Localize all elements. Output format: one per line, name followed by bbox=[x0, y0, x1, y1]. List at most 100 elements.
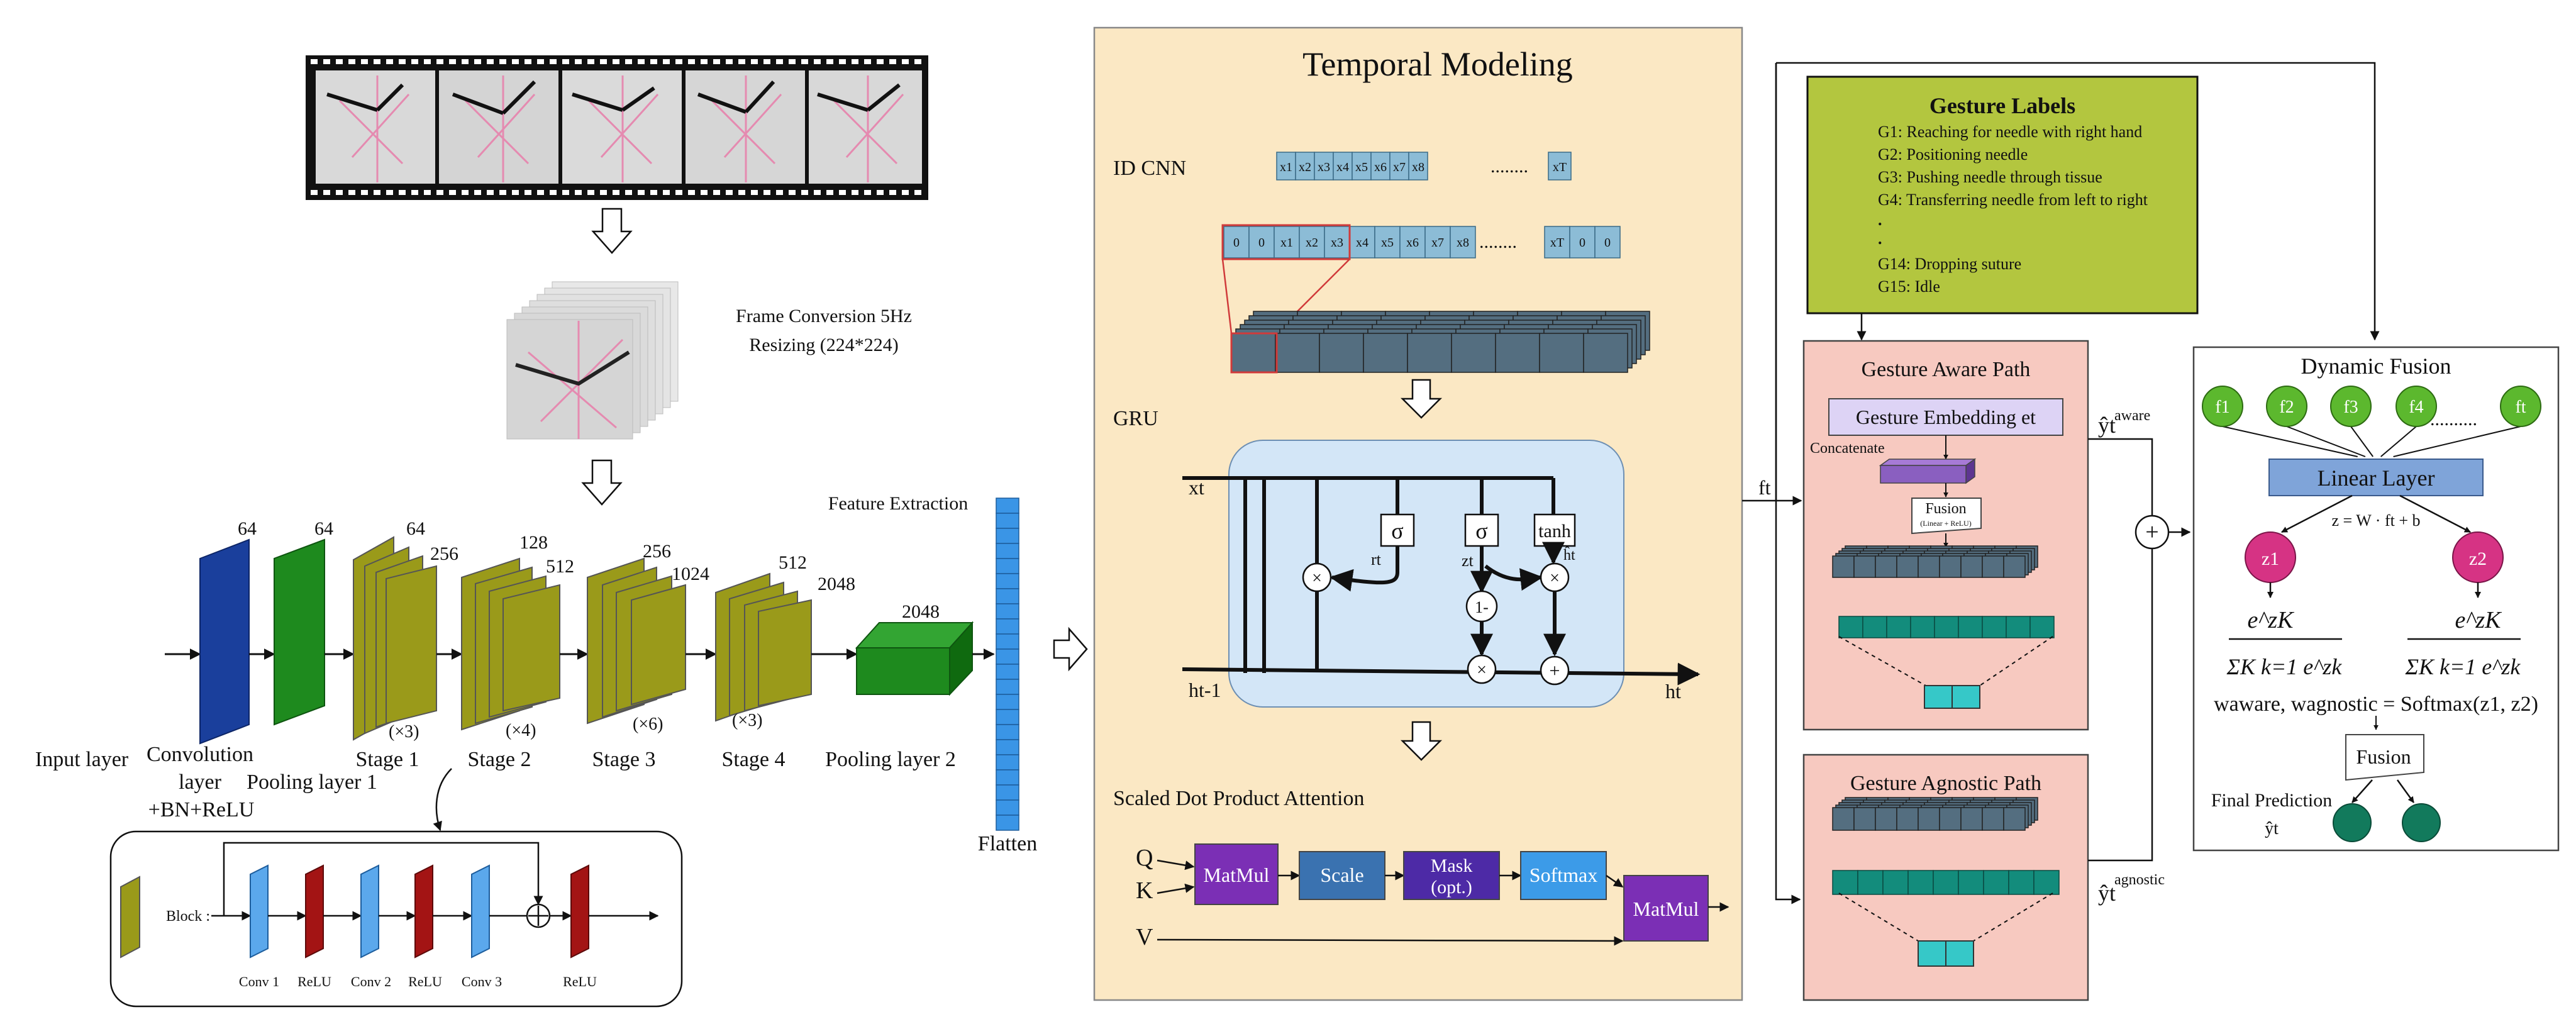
film-hole bbox=[701, 190, 708, 195]
feature-map-cell bbox=[1539, 333, 1584, 373]
flatten-cell bbox=[996, 573, 1019, 589]
film-hole bbox=[323, 59, 330, 64]
teal-cell bbox=[1832, 870, 1858, 895]
film-hole bbox=[776, 59, 783, 64]
film-hole bbox=[600, 59, 607, 64]
input-sequence: x1 x2 x3 x4 x5 x6 x7 x8 xT bbox=[1276, 152, 1572, 181]
feature-map-cell bbox=[2003, 807, 2026, 831]
final-prediction-label: Final Prediction bbox=[2211, 790, 2332, 811]
weights-equation: waware, wagnostic = Softmax(z1, z2) bbox=[2214, 692, 2538, 716]
pooling-layer-1 bbox=[274, 538, 325, 726]
z2-label: z2 bbox=[2469, 548, 2487, 569]
stage-3-block bbox=[587, 557, 686, 725]
film-hole bbox=[575, 59, 582, 64]
film-hole bbox=[562, 190, 569, 195]
kernel-window bbox=[1221, 224, 1351, 260]
agnostic-teal-layer bbox=[1832, 870, 2060, 895]
feature-map-cell bbox=[1939, 807, 1962, 831]
sequence-cell bbox=[1352, 152, 1372, 181]
film-hole bbox=[348, 190, 355, 195]
agnostic-path-title: Gesture Agnostic Path bbox=[1850, 772, 2041, 795]
relu-label: ReLU bbox=[297, 974, 331, 989]
zt-label: zt bbox=[1462, 552, 1474, 570]
gesture-embedding: Gesture Embedding et bbox=[1856, 406, 2036, 428]
teal-cell bbox=[1910, 616, 1935, 638]
film-hole bbox=[374, 59, 380, 64]
feature-map-cell bbox=[1853, 807, 1876, 831]
stage-4-block bbox=[715, 572, 812, 722]
sequence-cell bbox=[1370, 152, 1391, 181]
film-hole bbox=[474, 59, 481, 64]
feature-map-cell bbox=[1319, 333, 1364, 373]
flatten-label: Flatten bbox=[978, 832, 1037, 855]
flatten-cell bbox=[996, 664, 1019, 680]
multiply-icon: × bbox=[1312, 569, 1322, 588]
resnet-backbone bbox=[165, 498, 1019, 831]
film-hole bbox=[336, 59, 343, 64]
film-hole bbox=[826, 59, 833, 64]
input-connector bbox=[2222, 426, 2358, 457]
temporal-modeling-panel: Temporal Modeling ID CNN x1 x2 x3 x4 x5 x6 x7 x… bbox=[1093, 26, 1743, 1001]
conv-layer bbox=[199, 538, 250, 745]
gru-cell: xt ht-1 ht σ σ tanh rt × zt bbox=[1182, 440, 1701, 708]
film-hole bbox=[537, 59, 544, 64]
padded-cell-label: 0 bbox=[1604, 236, 1611, 250]
film-hole bbox=[864, 190, 871, 195]
film-hole bbox=[499, 59, 506, 64]
multiply-icon: × bbox=[1550, 569, 1560, 588]
output-node bbox=[2402, 803, 2441, 842]
padded-cell-label: 0 bbox=[1233, 236, 1240, 250]
film-hole bbox=[462, 190, 469, 195]
softmax-node: Softmax bbox=[1530, 864, 1597, 886]
feature-map-cell bbox=[2003, 555, 2026, 578]
film-hole bbox=[701, 59, 708, 64]
gesture-item: G14: Dropping suture bbox=[1878, 255, 2021, 273]
pooling-layer-2 bbox=[855, 621, 974, 696]
film-hole bbox=[537, 190, 544, 195]
ht-label: ht bbox=[1665, 680, 1681, 703]
fusion-node: Fusion bbox=[2356, 745, 2411, 768]
flatten-cell bbox=[996, 679, 1019, 695]
block-label: Block : bbox=[166, 908, 210, 925]
relu-label: ReLU bbox=[408, 974, 442, 989]
attention-label: Scaled Dot Product Attention bbox=[1113, 787, 1364, 810]
gesture-item: G2: Positioning needle bbox=[1878, 145, 2028, 164]
feature-map-cell bbox=[1583, 333, 1628, 373]
film-hole bbox=[424, 190, 431, 195]
film-hole bbox=[852, 59, 858, 64]
gesture-item: G15: Idle bbox=[1878, 277, 1940, 296]
y-agnostic-symbol: ŷt bbox=[2098, 881, 2116, 906]
repeat-label: (×6) bbox=[633, 715, 663, 734]
feature-map-cell bbox=[1896, 807, 1919, 831]
channel-label: 64 bbox=[314, 518, 333, 539]
ht-1-label: ht-1 bbox=[1189, 679, 1221, 701]
film-hole bbox=[914, 59, 921, 64]
film-hole bbox=[889, 59, 896, 64]
relu-label: ReLU bbox=[563, 974, 597, 989]
padded-cell-label: xT bbox=[1550, 236, 1564, 250]
padded-sequence: 0 0 x1 x2 x3 x4 x5 x6 x7 x8 xT 0 0 bbox=[1223, 226, 1621, 259]
feature-map-cell bbox=[1853, 555, 1876, 578]
fusion-inputs: f1 f2 f3 f4 ft bbox=[2202, 386, 2541, 457]
sequence-cell-label: x4 bbox=[1336, 160, 1349, 174]
fusion-node-sub: (Linear + ReLU) bbox=[1920, 519, 1971, 528]
conv-layer-label: +BN+ReLU bbox=[148, 798, 255, 821]
sequence-cell bbox=[1548, 152, 1572, 181]
down-arrow-icon bbox=[1400, 721, 1443, 761]
stage-3-label: Stage 3 bbox=[592, 748, 655, 771]
fusion-input-label: f3 bbox=[2343, 398, 2358, 417]
channel-label: 2048 bbox=[902, 601, 940, 622]
flatten-cell bbox=[996, 739, 1019, 755]
flatten-cell bbox=[996, 543, 1019, 559]
mask-node: Mask bbox=[1431, 855, 1473, 876]
padded-cell bbox=[1424, 226, 1451, 259]
film-hole bbox=[713, 59, 720, 64]
conv-layer-label: Convolution bbox=[147, 743, 253, 766]
k-label: K bbox=[1136, 877, 1153, 904]
feature-map-cell bbox=[1275, 333, 1320, 373]
z-equation: z = W · ft + b bbox=[2331, 511, 2420, 530]
film-hole bbox=[399, 59, 406, 64]
concat-bar bbox=[1880, 465, 1967, 484]
sequence-cell bbox=[1408, 152, 1428, 181]
feature-map-cell bbox=[1407, 333, 1452, 373]
